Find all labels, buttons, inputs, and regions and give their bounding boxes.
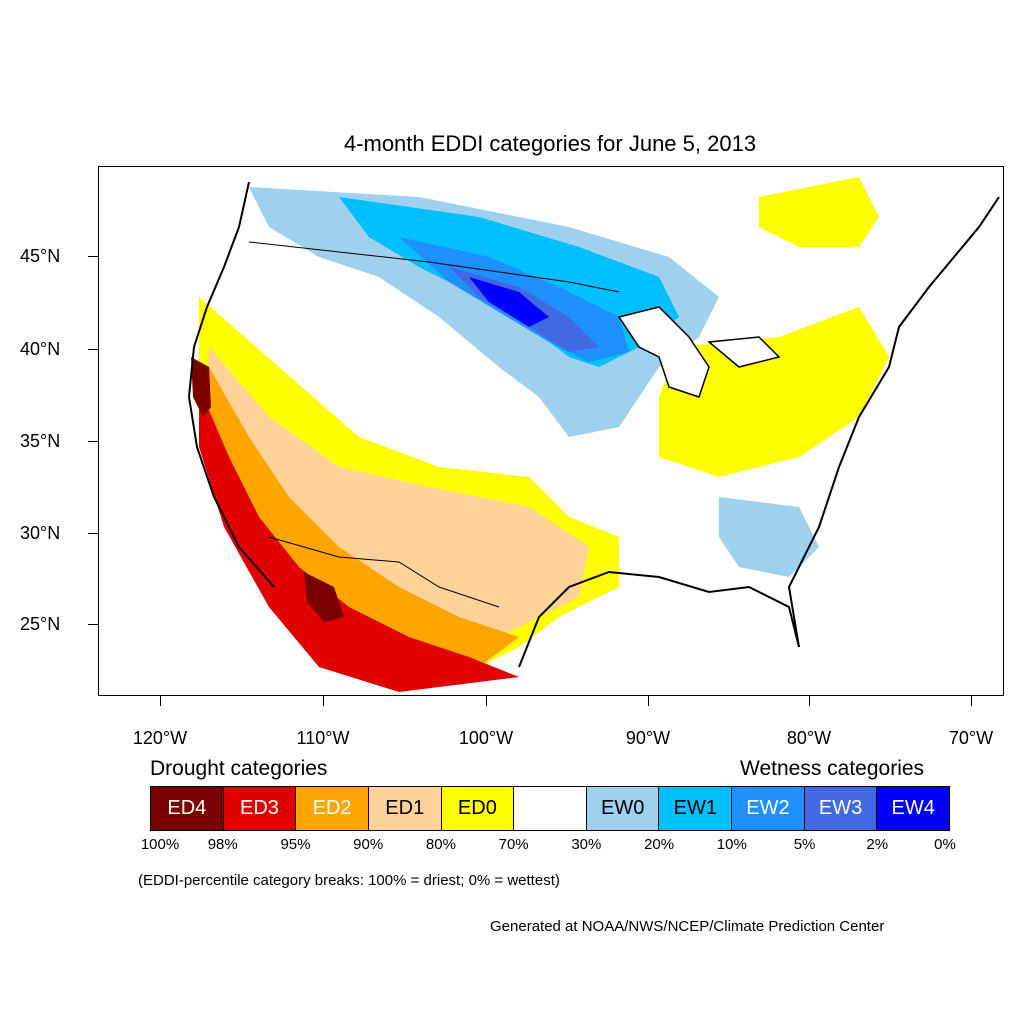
percentile-label: 2%	[866, 836, 889, 853]
legend-box-neutral	[514, 787, 587, 830]
category-color-bar: ED4 ED3 ED2 ED1 ED0 EW0 EW1 EW2 EW3 EW4	[150, 786, 950, 831]
legend-box-ed4: ED4	[151, 787, 224, 830]
percentile-label: 0%	[934, 836, 956, 853]
legend-box-ew4: EW4	[877, 787, 950, 830]
lat-tick-40	[88, 349, 98, 350]
drought-categories-title: Drought categories	[150, 757, 328, 780]
coastline-gulf	[518, 570, 800, 668]
percentile-label: 80%	[425, 836, 456, 853]
lon-label-120: 120°W	[132, 728, 188, 748]
legend-box-ed1: ED1	[368, 787, 442, 830]
wet-region-north-light	[249, 187, 719, 437]
lon-label-100: 100°W	[458, 728, 514, 748]
lon-label-110: 110°W	[296, 728, 350, 748]
mexico-border	[268, 536, 500, 608]
dry-region-northeast	[659, 307, 889, 477]
lat-label-35: 35°N	[20, 431, 61, 451]
lon-tick-80	[809, 696, 810, 706]
credit-line: Generated at NOAA/NWS/NCEP/Climate Predi…	[490, 918, 885, 935]
map-canvas	[187, 177, 1000, 692]
percentile-label: 98%	[207, 836, 238, 853]
lon-tick-110	[323, 696, 324, 706]
lat-tick-30	[88, 533, 98, 534]
lon-label-70: 70°W	[948, 728, 994, 748]
coastline-west	[187, 181, 275, 588]
legend-box-ed0: ED0	[441, 787, 515, 830]
lat-label-40: 40°N	[20, 339, 61, 359]
legend-box-ew3: EW3	[804, 787, 878, 830]
legend-box-ew0: EW0	[586, 787, 660, 830]
percentile-label: 95%	[280, 836, 311, 853]
lat-tick-25	[88, 624, 98, 625]
dry-region-mexico-ed4	[304, 572, 344, 622]
wet-region-north-extreme	[469, 277, 549, 327]
legend-box-ew1: EW1	[659, 787, 733, 830]
lat-label-45: 45°N	[20, 246, 61, 266]
lon-label-90: 90°W	[625, 728, 671, 748]
category-breaks-note: (EDDI-percentile category breaks: 100% =…	[138, 872, 560, 889]
eddi-map	[98, 166, 1004, 696]
percentile-label: 5%	[793, 836, 816, 853]
percentile-label: 20%	[644, 836, 675, 853]
wetness-categories-title: Wetness categories	[740, 757, 925, 780]
lat-tick-35	[88, 441, 98, 442]
lon-tick-70	[971, 696, 972, 706]
lat-label-25: 25°N	[20, 614, 61, 634]
dry-region-southwest-ed3	[199, 387, 519, 692]
legend-box-ew2: EW2	[732, 787, 805, 830]
legend-box-ed3: ED3	[223, 787, 297, 830]
percentile-label: 90%	[353, 836, 384, 853]
percentile-label: 100%	[140, 836, 180, 853]
lon-tick-90	[648, 696, 649, 706]
coastline-east	[787, 196, 1000, 648]
legend-box-ed2: ED2	[296, 787, 369, 830]
percentile-label: 70%	[498, 836, 529, 853]
map-title: 4-month EDDI categories for June 5, 2013	[343, 131, 757, 156]
dry-region-california-ed4	[191, 357, 211, 417]
percentile-label: 10%	[716, 836, 747, 853]
lat-tick-45	[88, 256, 98, 257]
great-lakes	[617, 306, 781, 398]
dry-region-newengland	[759, 177, 879, 247]
lon-tick-100	[486, 696, 487, 706]
lat-label-30: 30°N	[20, 523, 61, 543]
canada-border	[248, 241, 620, 293]
wet-region-southeast	[719, 497, 819, 577]
percentile-label: 30%	[571, 836, 602, 853]
lon-label-80: 80°W	[786, 728, 832, 748]
lon-tick-120	[160, 696, 161, 706]
